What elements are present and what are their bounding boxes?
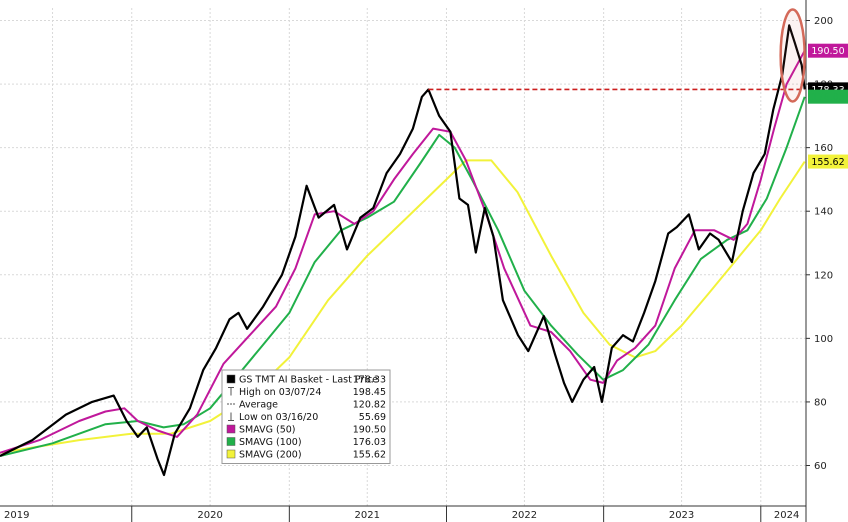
legend-entry-name: SMAVG (200) <box>239 450 302 461</box>
legend-entry-name: High on 03/07/24 <box>239 387 321 398</box>
legend-box <box>221 369 391 464</box>
legend-swatch <box>226 449 236 459</box>
legend-entry-value: 178.33 <box>353 375 386 386</box>
y-tick-label: 80 <box>814 397 827 408</box>
legend-swatch <box>226 374 236 384</box>
legend-entry-name: Average <box>239 400 278 411</box>
y-tick-label: 60 <box>814 461 827 472</box>
y-tick-label: 120 <box>814 270 833 281</box>
legend-swatch <box>226 437 236 446</box>
y-tick-label: 140 <box>814 207 833 218</box>
x-axis-ticks: 2019 2020 2021 2022 2023 2024 <box>4 506 799 522</box>
y-tick-label: 160 <box>814 143 833 154</box>
series-lines <box>0 24 806 477</box>
legend-entry-name: Low on 03/16/20 <box>239 412 318 423</box>
value-label-box <box>808 154 848 169</box>
legend-entry-value: 198.45 <box>353 387 386 398</box>
legend-swatch <box>226 424 236 434</box>
value-label-box <box>808 43 848 58</box>
legend-entry-value: 55.69 <box>359 412 386 423</box>
legend-entry-value: 155.62 <box>353 450 386 461</box>
x-tick-label: 2024 <box>774 510 799 521</box>
legend-entry-name: GS TMT AI Basket - Last Price <box>239 375 378 386</box>
value-label-box <box>808 89 848 104</box>
series-line-gs-tmt-ai-basket-last-price <box>0 24 806 477</box>
legend-entry-value: 176.03 <box>353 437 386 448</box>
value-label-text: 155.62 <box>811 157 844 168</box>
y-tick-label: 200 <box>814 16 833 27</box>
highlight-ellipse <box>779 8 806 103</box>
value-label-text: 176.03 <box>811 92 844 103</box>
x-tick-label: 2022 <box>512 510 537 521</box>
value-label-text: 190.50 <box>811 46 844 57</box>
x-tick-label: 2021 <box>355 510 380 521</box>
legend-entry-name: SMAVG (100) <box>239 437 302 448</box>
legend-entry-value: 190.50 <box>353 425 386 436</box>
series-line-smavg-200 <box>0 159 806 454</box>
legend-entry-value: 120.82 <box>353 400 386 411</box>
x-tick-label: 2019 <box>4 510 29 521</box>
series-line-smavg-100 <box>0 96 806 457</box>
x-tick-label: 2023 <box>669 510 694 521</box>
legend-entry-name: SMAVG (50) <box>239 425 296 436</box>
x-tick-label: 2020 <box>197 510 222 521</box>
y-tick-label: 100 <box>814 334 833 345</box>
